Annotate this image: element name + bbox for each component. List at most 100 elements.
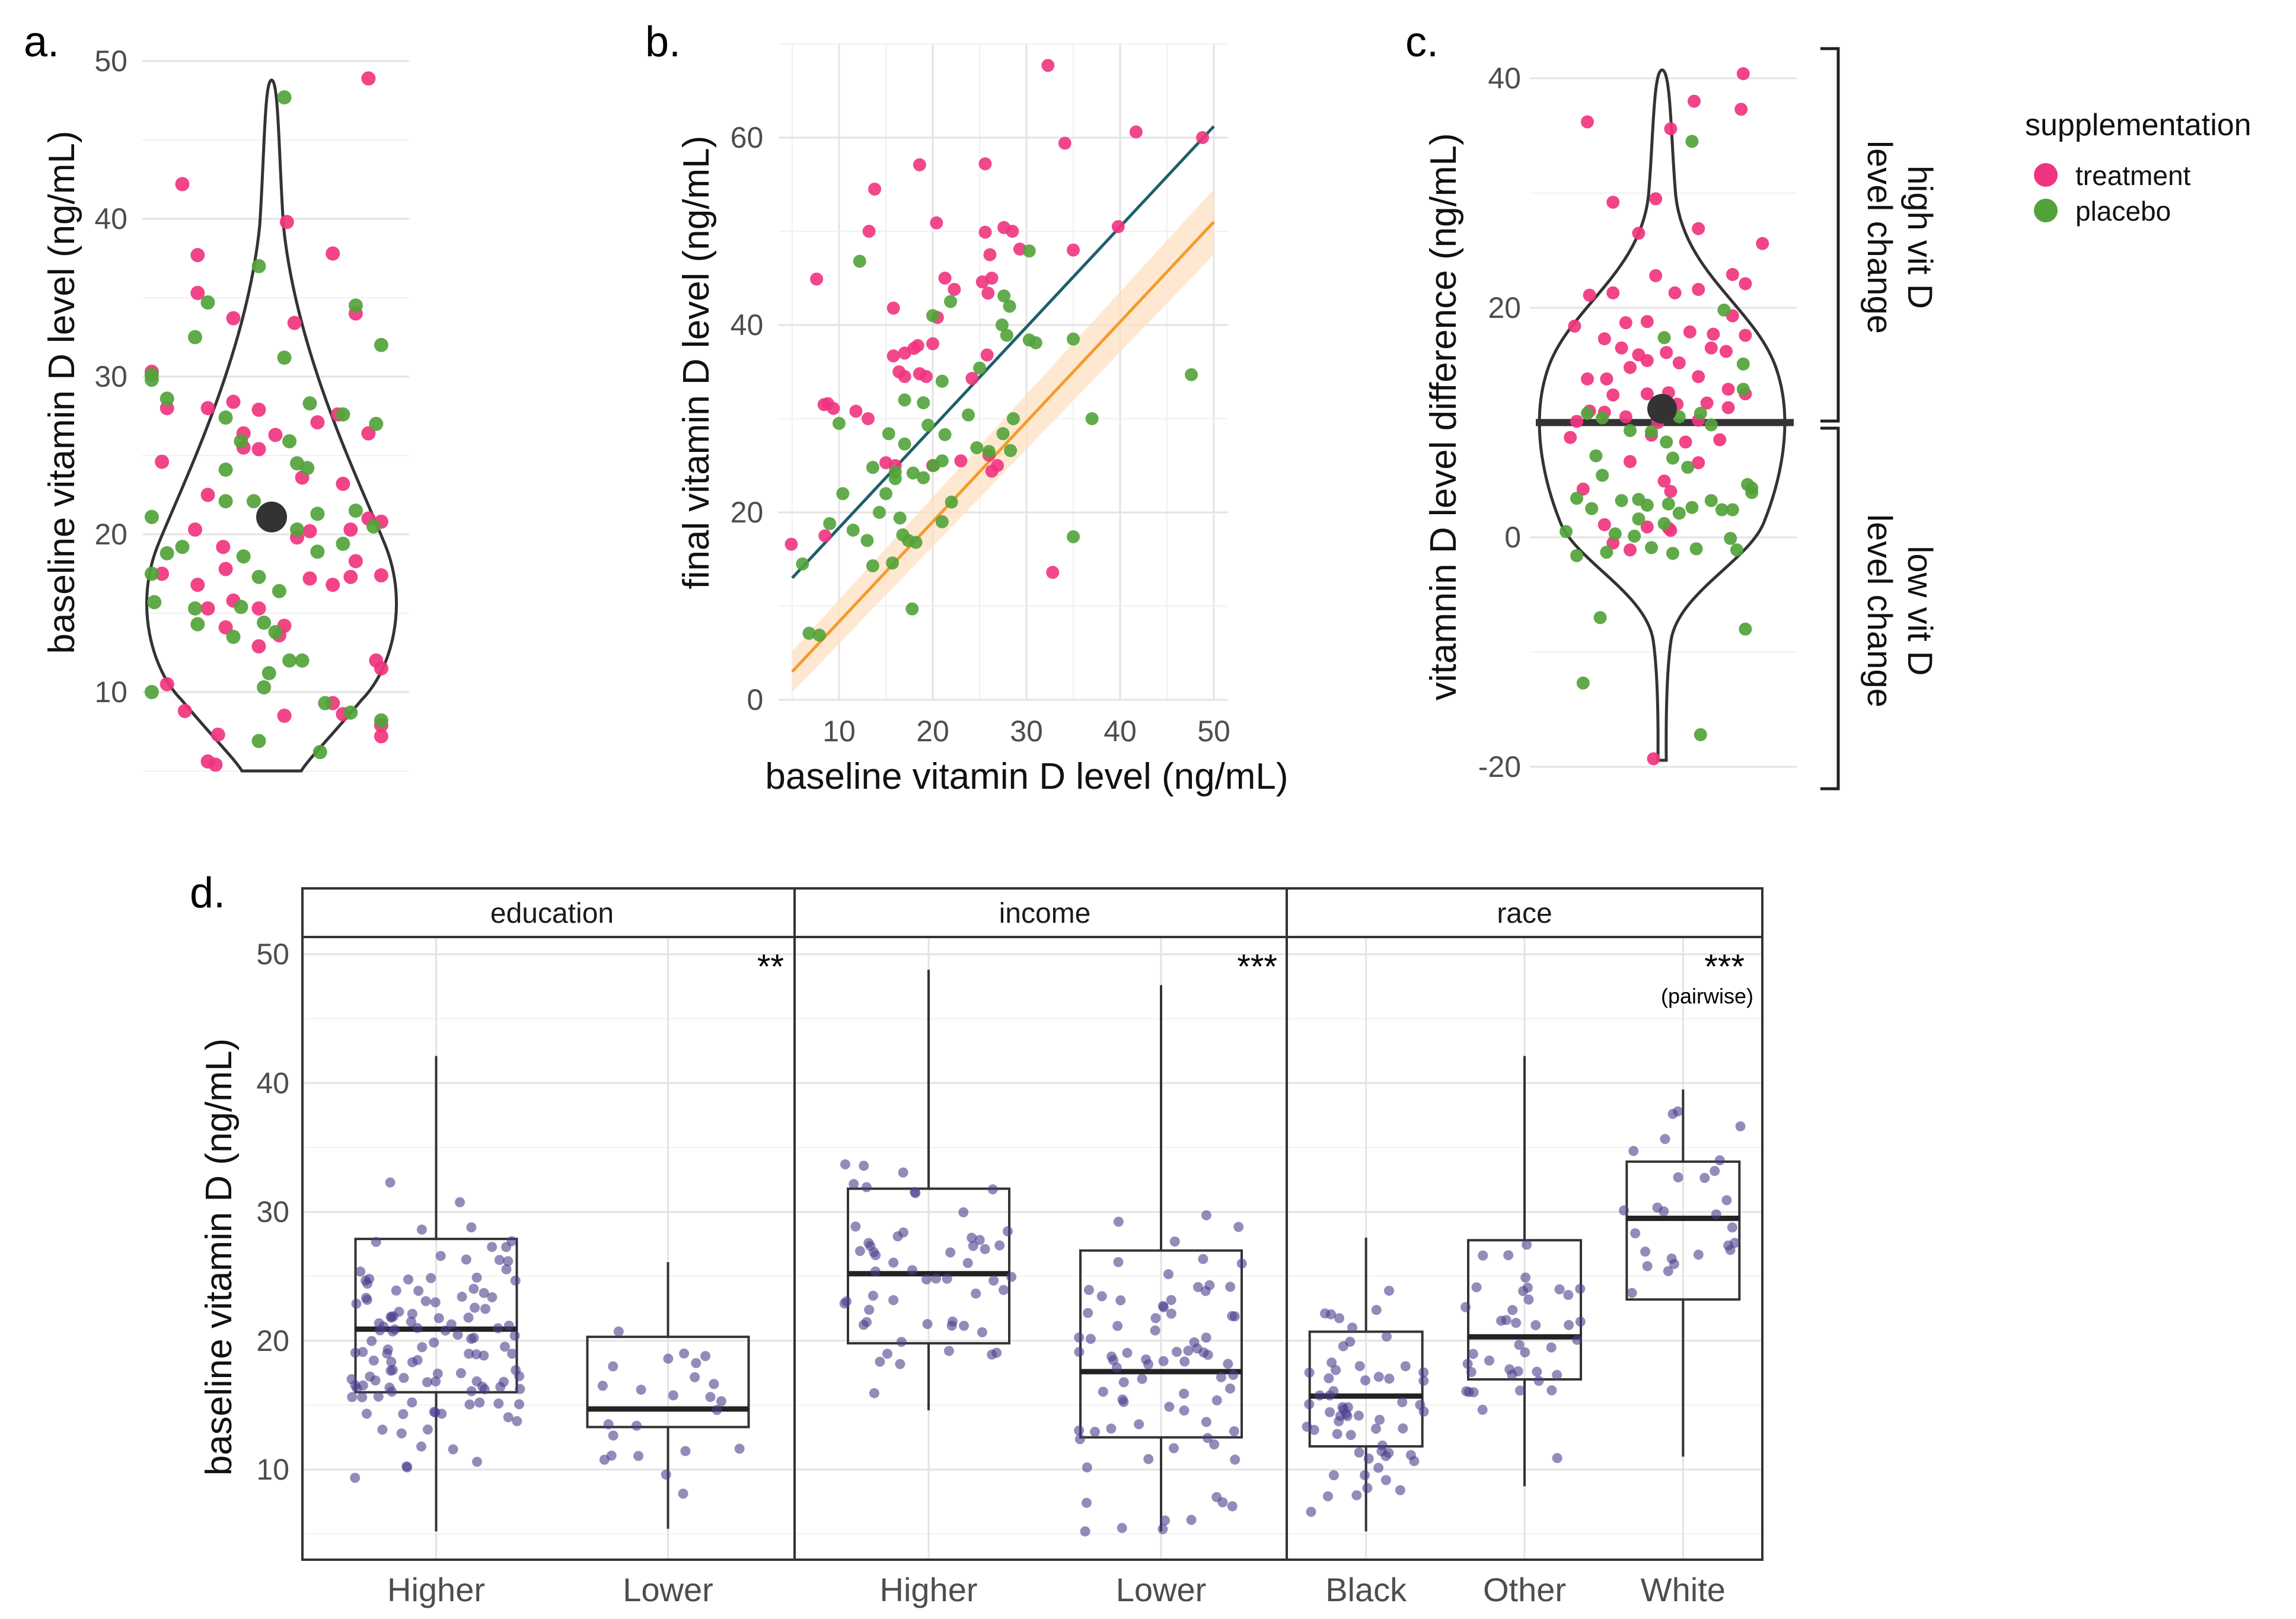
- box-point: [896, 1337, 907, 1347]
- box-point: [1302, 1422, 1312, 1432]
- panel-c-point-placebo: [1657, 331, 1671, 345]
- box-point: [1236, 1258, 1247, 1269]
- box-point: [849, 1178, 859, 1189]
- box-point: [347, 1392, 358, 1403]
- panel-c-point-treatment: [1606, 388, 1620, 402]
- box-point: [1216, 1372, 1226, 1382]
- panel-b-xtick-label: 40: [1104, 715, 1137, 748]
- panel-b-point-treatment: [980, 348, 994, 362]
- facet-significance-income: ***: [1237, 948, 1277, 986]
- panel-c-point-placebo: [1645, 541, 1658, 554]
- panel-b-point-placebo: [935, 374, 949, 388]
- panel-c-ytick-label: -20: [1478, 750, 1521, 783]
- box-point: [407, 1309, 417, 1320]
- box-point: [1006, 1271, 1017, 1282]
- box-point: [1082, 1462, 1092, 1473]
- box-point: [1306, 1506, 1316, 1517]
- bracket-high-line2: level change: [1860, 141, 1899, 334]
- box-point: [420, 1296, 431, 1306]
- box-point: [1085, 1334, 1096, 1344]
- box-point: [1209, 1439, 1220, 1450]
- panel-c-point-treatment: [1736, 67, 1750, 81]
- box-point: [1179, 1388, 1190, 1399]
- box-point: [1418, 1406, 1429, 1417]
- box-point: [406, 1317, 416, 1327]
- panel-a-point-placebo: [268, 624, 283, 639]
- facet-panel-income: [793, 936, 1296, 1561]
- panel-a-point-treatment: [188, 522, 202, 537]
- box-point: [1160, 1515, 1171, 1526]
- panel-a-point-placebo: [290, 522, 304, 537]
- panel-c-point-treatment: [1649, 269, 1663, 282]
- box-point: [1315, 1390, 1325, 1401]
- box-point: [875, 1356, 885, 1367]
- box-point: [446, 1319, 457, 1330]
- facet-significance-race: ***: [1704, 948, 1745, 986]
- panel-b-point-placebo: [909, 536, 923, 549]
- box-point: [455, 1368, 466, 1378]
- box-point: [463, 1312, 474, 1323]
- box-point: [987, 1184, 998, 1194]
- box-point: [1513, 1366, 1523, 1376]
- panel-b-point-placebo: [917, 471, 930, 485]
- panel-c-point-treatment: [1606, 195, 1620, 209]
- panel-d-ytick-label: 40: [256, 1066, 289, 1099]
- panel-b-point-treatment: [954, 454, 968, 468]
- panel-c-point-placebo: [1717, 303, 1731, 317]
- box-point: [358, 1347, 368, 1357]
- panel-label-a: a.: [24, 18, 59, 66]
- panel-c-point-placebo: [1685, 501, 1699, 514]
- box-point: [1468, 1349, 1478, 1359]
- box-point: [1518, 1286, 1529, 1296]
- facet-xtick-label: Higher: [387, 1571, 485, 1608]
- box-point: [422, 1377, 432, 1388]
- box-point: [895, 1359, 905, 1369]
- box-point: [474, 1397, 485, 1408]
- box-point: [1353, 1410, 1364, 1421]
- panel-b-point-placebo: [872, 506, 886, 519]
- box-point: [968, 1241, 978, 1251]
- box-point: [1326, 1357, 1337, 1368]
- panel-c-point-placebo: [1739, 622, 1752, 636]
- panel-a-point-placebo: [336, 536, 350, 551]
- panel-c-point-placebo: [1585, 502, 1599, 515]
- panel-c-point-treatment: [1597, 518, 1611, 531]
- panel-c-point-treatment: [1679, 435, 1692, 449]
- panel-c-point-treatment: [1649, 192, 1663, 206]
- box-point: [1113, 1216, 1124, 1227]
- box-point: [1484, 1355, 1494, 1366]
- box-point: [1183, 1346, 1194, 1356]
- box-point: [1725, 1245, 1736, 1255]
- box-point: [1203, 1433, 1213, 1443]
- panel-c-point-treatment: [1720, 345, 1733, 358]
- panel-a-point-placebo: [251, 569, 266, 584]
- box-point: [1418, 1375, 1429, 1386]
- panel-a-ylabel: baseline vitamin D level (ng/mL): [42, 131, 82, 654]
- box-point: [487, 1242, 498, 1253]
- box-point: [1693, 1250, 1704, 1260]
- panel-b-point-treatment: [1067, 243, 1080, 257]
- box-point: [1186, 1515, 1197, 1525]
- panel-c-mean-point: [1647, 394, 1677, 424]
- panel-a-point-placebo: [218, 494, 233, 509]
- bracket-low: [1820, 426, 1840, 791]
- facet-strip-education: [301, 887, 803, 938]
- box-point: [387, 1387, 397, 1397]
- box-point: [457, 1292, 467, 1302]
- panel-a-point-treatment: [369, 653, 384, 668]
- box-point: [1395, 1485, 1405, 1496]
- box-point: [435, 1251, 446, 1261]
- box-point: [470, 1302, 480, 1313]
- box-point: [1669, 1258, 1679, 1269]
- panel-b-point-placebo: [995, 318, 1009, 332]
- panel-b-point-treatment: [1111, 220, 1125, 234]
- box-point: [1552, 1369, 1562, 1380]
- panel-c-point-placebo: [1581, 407, 1594, 420]
- facet-panel-education: [301, 936, 803, 1561]
- bracket-high-line1: high vit D: [1900, 165, 1939, 309]
- panel-c-point-treatment: [1692, 222, 1705, 235]
- panel-b-point-treatment: [785, 537, 798, 551]
- box-point: [388, 1311, 399, 1322]
- box-point: [452, 1330, 463, 1340]
- panel-a-point-treatment: [226, 394, 241, 409]
